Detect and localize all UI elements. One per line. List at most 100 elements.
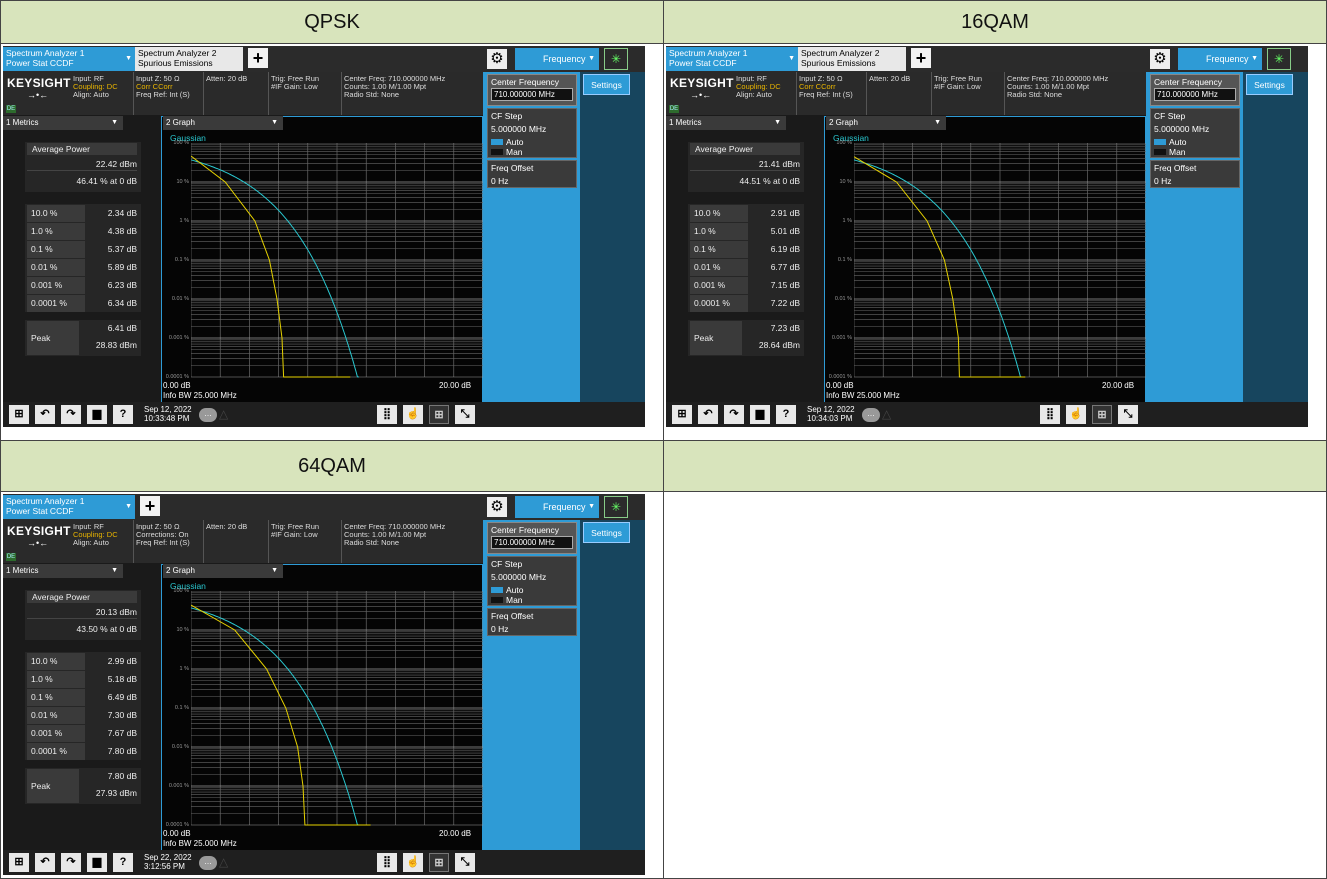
cell-qpsk: Spectrum Analyzer 1 Power Stat CCDF ▼ Sp… xyxy=(0,43,664,441)
redo-icon[interactable]: ↷ xyxy=(724,405,744,424)
auto-option[interactable]: Auto xyxy=(491,137,573,147)
center-frequency-control[interactable]: Center Frequency 710.000000 MHz xyxy=(1150,74,1240,106)
undo-icon[interactable]: ↶ xyxy=(698,405,718,424)
redo-icon[interactable]: ↷ xyxy=(61,405,81,424)
undo-icon[interactable]: ↶ xyxy=(35,405,55,424)
metrics-dropdown[interactable]: 1 Metrics ▼ xyxy=(666,116,786,130)
y-axis-label: 100 % xyxy=(173,588,189,594)
fullscreen-icon[interactable]: ⤡ xyxy=(455,405,475,424)
counts: Counts: 1.00 M/1.00 Mpt xyxy=(1007,82,1090,91)
ccdf-probability-table: 10.0 % 2.99 dB 1.0 % 5.18 dB 0.1 % 6.49 dB 0.0… xyxy=(25,652,141,760)
message-icon[interactable]: … xyxy=(862,408,880,422)
metrics-dropdown[interactable]: 1 Metrics ▼ xyxy=(3,116,123,130)
freq-offset-control[interactable]: Freq Offset 0 Hz xyxy=(1150,160,1240,188)
time: 10:33:48 PM xyxy=(144,414,190,423)
keypad-icon[interactable]: ⣿ xyxy=(1040,405,1060,424)
settings-tab[interactable]: Settings xyxy=(583,74,630,95)
tab-spectrum-analyzer-2[interactable]: Spectrum Analyzer 2 Spurious Emissions xyxy=(135,47,243,71)
fullscreen-icon[interactable]: ⤡ xyxy=(1118,405,1138,424)
busy-spinner-icon[interactable]: ✳ xyxy=(604,496,628,518)
tab-spectrum-analyzer-1[interactable]: Spectrum Analyzer 1 Power Stat CCDF ▼ xyxy=(3,47,135,71)
gear-icon[interactable]: ⚙ xyxy=(1150,49,1170,69)
gear-icon[interactable]: ⚙ xyxy=(487,49,507,69)
freq-offset-control[interactable]: Freq Offset 0 Hz xyxy=(487,608,577,636)
center-frequency-control[interactable]: Center Frequency 710.000000 MHz xyxy=(487,522,577,554)
freq-offset-control[interactable]: Freq Offset 0 Hz xyxy=(487,160,577,188)
touch-icon[interactable]: ☝ xyxy=(403,405,423,424)
busy-spinner-icon[interactable]: ✳ xyxy=(604,48,628,70)
center-freq-info: Center Freq: 710.000000 MHz xyxy=(344,74,446,83)
cf-step-control[interactable]: CF Step 5.000000 MHz Auto Man xyxy=(487,556,577,606)
center-frequency-value[interactable]: 710.000000 MHz xyxy=(491,536,573,549)
man-option[interactable]: Man xyxy=(1154,147,1236,157)
window-layout-icon[interactable]: ⊞ xyxy=(1092,405,1112,424)
undo-icon[interactable]: ↶ xyxy=(35,853,55,872)
message-icon[interactable]: … xyxy=(199,408,217,422)
probability-value: 5.18 dB xyxy=(107,674,137,684)
message-icon[interactable]: … xyxy=(199,856,217,870)
auto-indicator xyxy=(491,139,503,145)
windows-icon[interactable]: ⊞ xyxy=(672,405,692,424)
center-frequency-value[interactable]: 710.000000 MHz xyxy=(491,88,573,101)
frequency-menu-button[interactable]: Frequency ▼ xyxy=(515,48,599,70)
man-option[interactable]: Man xyxy=(491,147,573,157)
trigger-info: Trig: Free Run #IF Gain: Low xyxy=(271,523,319,539)
tab-spectrum-analyzer-2[interactable]: Spectrum Analyzer 2 Spurious Emissions xyxy=(798,47,906,71)
windows-icon[interactable]: ⊞ xyxy=(9,405,29,424)
redo-icon[interactable]: ↷ xyxy=(61,853,81,872)
folder-icon[interactable]: ▆ xyxy=(87,405,107,424)
fullscreen-icon[interactable]: ⤡ xyxy=(455,853,475,872)
window-layout-icon[interactable]: ⊞ xyxy=(429,853,449,872)
window-layout-icon[interactable]: ⊞ xyxy=(429,405,449,424)
folder-icon[interactable]: ▆ xyxy=(87,853,107,872)
graph-dropdown[interactable]: 2 Graph ▼ xyxy=(163,116,283,130)
header-qpsk: QPSK xyxy=(0,0,664,44)
cell-64qam: Spectrum Analyzer 1 Power Stat CCDF ▼ + … xyxy=(0,491,664,879)
add-tab-button[interactable]: + xyxy=(140,496,160,516)
center-frequency-control[interactable]: Center Frequency 710.000000 MHz xyxy=(487,74,577,106)
freq-offset-value: 0 Hz xyxy=(491,176,509,186)
cf-step-control[interactable]: CF Step 5.000000 MHz Auto Man xyxy=(487,108,577,158)
touch-icon[interactable]: ☝ xyxy=(403,853,423,872)
header-empty xyxy=(663,440,1327,492)
average-power-box: Average Power 22.42 dBm 46.41 % at 0 dB xyxy=(25,142,141,192)
tab-spectrum-analyzer-1[interactable]: Spectrum Analyzer 1 Power Stat CCDF ▼ xyxy=(666,47,798,71)
auto-label: Auto xyxy=(1169,137,1187,147)
settings-tab[interactable]: Settings xyxy=(583,522,630,543)
frequency-menu-button[interactable]: Frequency ▼ xyxy=(515,496,599,518)
busy-spinner-icon[interactable]: ✳ xyxy=(1267,48,1291,70)
graph-dropdown[interactable]: 2 Graph ▼ xyxy=(163,564,283,578)
probability-value: 6.49 dB xyxy=(107,692,137,702)
y-axis-label: 1 % xyxy=(179,666,189,672)
gaussian-legend: Gaussian xyxy=(833,133,869,143)
touch-icon[interactable]: ☝ xyxy=(1066,405,1086,424)
keypad-icon[interactable]: ⣿ xyxy=(377,853,397,872)
auto-option[interactable]: Auto xyxy=(491,585,573,595)
measurement-info-bar: KEYSIGHT →•← DE Input: RF Coupling: DC Ali… xyxy=(3,72,483,115)
man-label: Man xyxy=(506,595,523,605)
cf-step-control[interactable]: CF Step 5.000000 MHz Auto Man xyxy=(1150,108,1240,158)
help-icon[interactable]: ? xyxy=(776,405,796,424)
average-power-value: 21.41 dBm xyxy=(758,159,800,169)
metrics-dropdown[interactable]: 1 Metrics ▼ xyxy=(3,564,123,578)
add-tab-button[interactable]: + xyxy=(248,48,268,68)
man-option[interactable]: Man xyxy=(491,595,573,605)
frequency-menu-button[interactable]: Frequency ▼ xyxy=(1178,48,1262,70)
help-icon[interactable]: ? xyxy=(113,853,133,872)
center-frequency-value[interactable]: 710.000000 MHz xyxy=(1154,88,1236,101)
gear-icon[interactable]: ⚙ xyxy=(487,497,507,517)
tab-spectrum-analyzer-1[interactable]: Spectrum Analyzer 1 Power Stat CCDF ▼ xyxy=(3,495,135,519)
status-badge: DE xyxy=(6,553,16,561)
auto-option[interactable]: Auto xyxy=(1154,137,1236,147)
folder-icon[interactable]: ▆ xyxy=(750,405,770,424)
settings-tab[interactable]: Settings xyxy=(1246,74,1293,95)
keypad-icon[interactable]: ⣿ xyxy=(377,405,397,424)
measured-trace xyxy=(191,604,371,826)
graph-dropdown[interactable]: 2 Graph ▼ xyxy=(826,116,946,130)
help-icon[interactable]: ? xyxy=(113,405,133,424)
windows-icon[interactable]: ⊞ xyxy=(9,853,29,872)
add-tab-button[interactable]: + xyxy=(911,48,931,68)
ccdf-probability-table: 10.0 % 2.34 dB 1.0 % 4.38 dB 0.1 % 5.37 dB 0.0… xyxy=(25,204,141,312)
average-power-percent: 44.51 % at 0 dB xyxy=(739,176,801,186)
softkey-side-strip xyxy=(580,72,645,427)
